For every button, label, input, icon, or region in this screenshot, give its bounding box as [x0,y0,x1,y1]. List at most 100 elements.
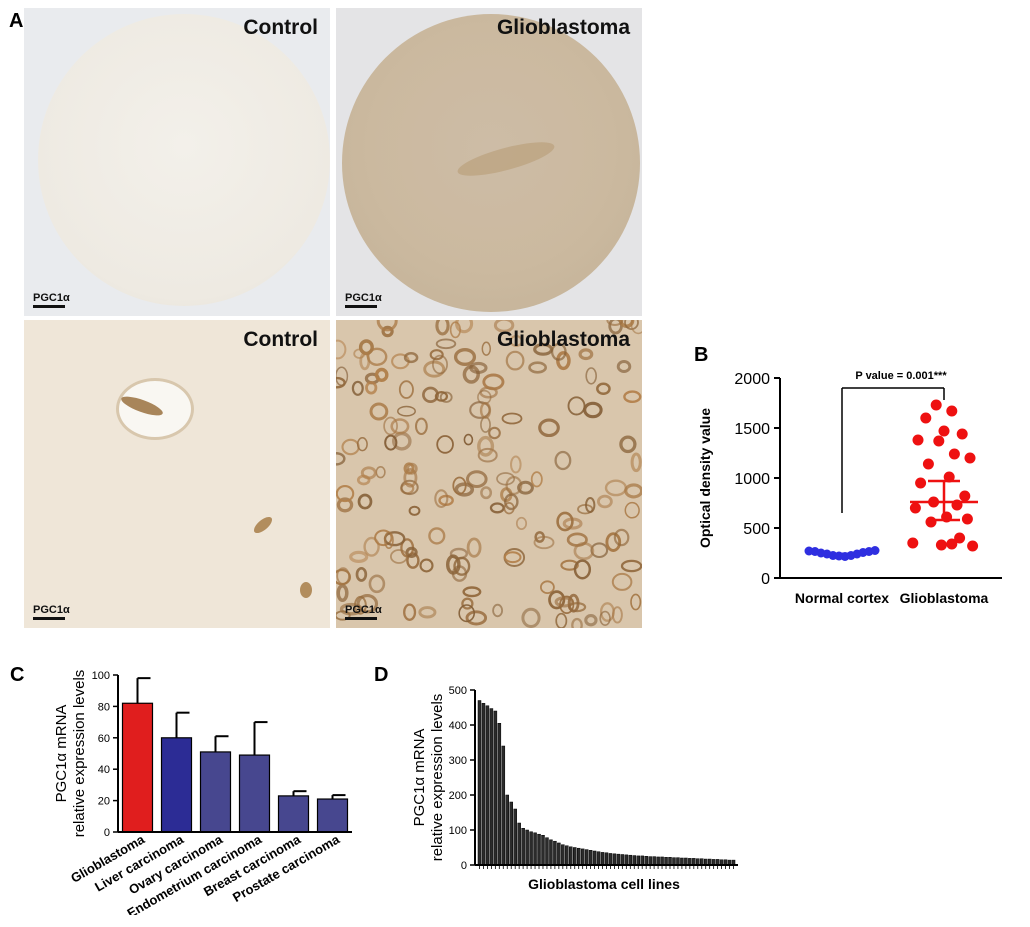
point-glioblastoma [961,513,973,525]
bar [160,737,193,833]
micrograph-control-high: Control PGC1α [24,320,330,628]
stained-cell [604,479,627,497]
bar [684,857,688,866]
panel-label-b: B [694,344,709,366]
stained-cell [630,320,642,335]
stained-cell [533,343,554,356]
bar [576,847,581,866]
stained-cell [578,348,594,361]
stained-cell [453,556,471,576]
stained-cell [336,339,347,360]
stained-cell [616,360,632,373]
bar [485,705,490,866]
bar [612,853,617,866]
stained-cell [435,338,457,350]
stained-cell [489,502,505,514]
stained-cell [620,559,642,573]
micrograph-title: Control [243,16,318,39]
bar [644,856,648,866]
stained-cell [398,380,414,399]
stained-cell [469,361,488,374]
micrograph-glioblastoma-high: Glioblastoma PGC1α [336,320,642,628]
stained-cell [493,320,515,333]
stained-cell [422,386,439,403]
stained-cell [349,550,369,563]
stained-cell [477,447,498,463]
bar [497,723,502,866]
bar [509,801,513,866]
stained-cell [515,516,528,530]
stained-cell [434,489,449,508]
point-glioblastoma [920,412,932,424]
stained-cell [384,434,398,451]
stained-cell [501,412,523,425]
stained-cell [336,583,349,603]
stained-cell [423,360,446,378]
stained-cell [336,451,346,466]
stained-cell [436,435,454,454]
stained-cell [452,476,467,495]
bar [533,832,537,866]
point-normal-cortex [870,546,880,555]
micrograph-glioblastoma-low: Glioblastoma PGC1α [336,8,642,316]
stained-cell [363,536,380,557]
stained-cell [428,527,446,545]
bar [616,853,621,866]
scatter-chart-b: 0 500 1000 1500 2000 Optical density value Nor… [697,370,1002,606]
stained-cell [353,348,366,359]
stained-cell [492,603,504,618]
y-tick-label: 40 [98,764,110,776]
y-tick-label: 400 [449,720,467,732]
stained-cell [613,528,630,547]
stain-label: PGC1α [345,604,382,616]
bar [580,848,585,866]
y-tick-label: 300 [449,755,467,767]
stained-cell [381,325,394,338]
bar [277,795,310,833]
stained-cell [351,380,364,396]
stained-cell [606,320,624,326]
bar [537,833,541,866]
stained-cell [480,416,491,433]
stained-cell [466,537,482,558]
stained-cell [376,320,398,332]
point-glioblastoma [922,458,934,470]
stained-cell [408,505,421,516]
bar [672,857,676,866]
y-tick-label: 500 [743,521,770,538]
point-glioblastoma [912,434,924,446]
stained-cell [624,483,642,499]
stained-cell [356,437,368,452]
stained-cell [611,572,633,591]
bar [628,854,633,866]
y-tick-label: 500 [449,685,467,697]
stained-cell [336,568,351,586]
x-category-label: Glioblastoma [900,590,989,606]
bar [505,794,510,866]
stained-cell [406,552,420,569]
stained-cell [477,435,495,457]
stained-cell [458,604,475,623]
stained-cell [455,320,474,334]
stained-cell [481,341,492,356]
bar [656,856,660,866]
bar [529,831,533,866]
point-glioblastoma [915,477,927,489]
stained-cell [567,593,580,613]
stained-cell [596,382,611,396]
stained-cell [405,546,418,558]
stained-cell [503,502,515,515]
y-tick-label: 100 [92,670,110,682]
bar [604,852,609,866]
stained-cell [624,501,640,519]
bar [676,857,680,866]
bar [481,703,486,866]
stained-cell [505,476,523,496]
stained-cell [583,401,603,419]
stained-cell [584,614,598,627]
bar [608,853,613,866]
bar [501,745,506,866]
stained-cell [533,535,555,550]
bar [620,854,625,866]
